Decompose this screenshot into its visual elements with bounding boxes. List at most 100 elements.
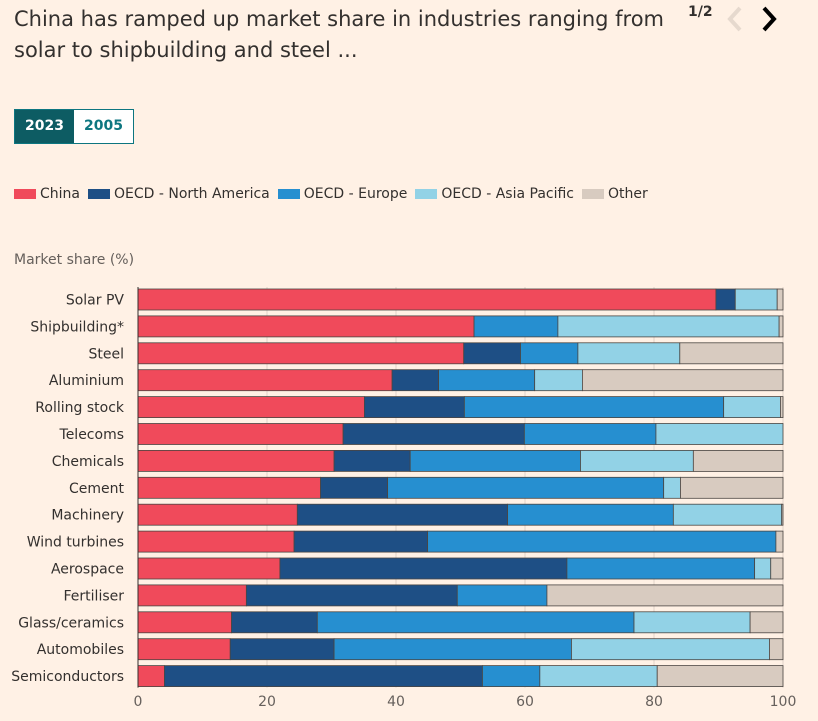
category-label: Machinery bbox=[51, 508, 124, 524]
legend-swatch bbox=[88, 189, 110, 199]
year-toggle-2023-button[interactable]: 2023 bbox=[15, 110, 74, 143]
bar-segment bbox=[137, 557, 281, 580]
bar-segment bbox=[582, 369, 784, 392]
bar-segment bbox=[523, 423, 657, 445]
bar-segment bbox=[229, 638, 335, 661]
bar-segment bbox=[137, 665, 165, 687]
bar-segment bbox=[723, 396, 781, 419]
bar-segment bbox=[409, 449, 581, 472]
bar-segment bbox=[137, 449, 335, 472]
bar-segment bbox=[692, 449, 784, 472]
category-label: Steel bbox=[89, 346, 125, 362]
bar-segment bbox=[427, 530, 777, 553]
legend-swatch bbox=[14, 189, 36, 199]
legend-item: China bbox=[14, 186, 80, 202]
x-tick-label: 0 bbox=[134, 694, 143, 710]
bar-segment bbox=[296, 503, 508, 526]
category-label: Rolling stock bbox=[35, 400, 125, 416]
year-toggle-2005-button[interactable]: 2005 bbox=[73, 110, 133, 143]
bar-segment bbox=[137, 476, 321, 499]
bar-segment bbox=[333, 449, 411, 472]
bar-segment bbox=[780, 396, 784, 419]
category-label: Cement bbox=[69, 481, 125, 497]
bar-segment bbox=[769, 638, 784, 661]
bar-segment bbox=[333, 638, 572, 661]
legend: China OECD - North America OECD - Europe OE… bbox=[14, 186, 656, 202]
bar-segment bbox=[391, 369, 439, 392]
bar-segment bbox=[137, 611, 232, 634]
legend-item: OECD - North America bbox=[88, 186, 270, 202]
legend-swatch bbox=[415, 189, 438, 199]
bar-segment bbox=[279, 557, 568, 580]
bar-segment bbox=[633, 611, 751, 634]
bar-segment bbox=[580, 449, 694, 472]
category-label: Automobiles bbox=[37, 642, 124, 658]
bar-segment bbox=[571, 638, 770, 661]
category-label: Solar PV bbox=[66, 293, 125, 309]
bar-segment bbox=[539, 665, 658, 687]
legend-label: Other bbox=[608, 186, 648, 202]
bar-segment bbox=[231, 611, 318, 634]
category-label: Glass/ceramics bbox=[18, 615, 124, 631]
bar-segment bbox=[507, 503, 674, 526]
category-label: Shipbuilding* bbox=[30, 319, 124, 335]
bar-segment bbox=[672, 503, 783, 526]
bar-segment bbox=[463, 342, 521, 365]
bar-segment bbox=[438, 369, 536, 392]
category-label: Semiconductors bbox=[11, 669, 124, 685]
bar-segment bbox=[770, 557, 784, 580]
bar-segment bbox=[245, 584, 458, 607]
bar-segment bbox=[778, 315, 784, 338]
bar-segment bbox=[137, 342, 465, 365]
category-label: Wind turbines bbox=[27, 535, 124, 551]
legend-item: OECD - Asia Pacific bbox=[415, 186, 574, 202]
legend-item: Other bbox=[582, 186, 648, 202]
x-tick-label: 100 bbox=[770, 694, 797, 710]
next-chevron-icon[interactable] bbox=[756, 4, 782, 34]
bar-segment bbox=[164, 665, 483, 687]
bar-segment bbox=[316, 611, 635, 634]
bar-segment bbox=[520, 342, 579, 365]
bar-segment bbox=[655, 423, 784, 445]
legend-item: OECD - Europe bbox=[277, 186, 408, 202]
year-toggle: 2023 2005 bbox=[14, 109, 134, 144]
bar-segment bbox=[734, 288, 778, 311]
bar-segment bbox=[387, 476, 665, 499]
category-label: Telecoms bbox=[59, 427, 124, 443]
bar-segment bbox=[137, 396, 365, 419]
bar-segment bbox=[781, 503, 784, 526]
bar-segment bbox=[137, 369, 393, 392]
x-tick-label: 40 bbox=[387, 694, 405, 710]
bar-segment bbox=[137, 503, 298, 526]
bar-segment bbox=[137, 315, 475, 338]
bar-segment bbox=[342, 423, 525, 445]
bar-segment bbox=[775, 530, 784, 553]
page-indicator: 1/2 bbox=[688, 4, 713, 20]
bar-segment bbox=[293, 530, 429, 553]
chart-title: China has ramped up market share in indu… bbox=[14, 7, 665, 62]
bar-segment bbox=[566, 557, 756, 580]
x-tick-label: 60 bbox=[516, 694, 534, 710]
bar-segment bbox=[456, 584, 548, 607]
legend-label: OECD - Asia Pacific bbox=[441, 186, 575, 202]
bar-segment bbox=[749, 611, 784, 634]
bar-segment bbox=[137, 423, 344, 445]
bar-segment bbox=[557, 315, 780, 338]
bar-segment bbox=[546, 584, 784, 607]
legend-label: China bbox=[40, 186, 80, 202]
bar-segment bbox=[137, 530, 295, 553]
legend-swatch bbox=[277, 189, 300, 199]
bar-segment bbox=[577, 342, 681, 365]
bar-segment bbox=[754, 557, 772, 580]
legend-swatch bbox=[582, 189, 605, 199]
bar-segment bbox=[663, 476, 681, 499]
bar-segment bbox=[137, 288, 717, 311]
category-label: Aluminium bbox=[49, 373, 124, 389]
bar-segment bbox=[482, 665, 541, 687]
bar-segment bbox=[680, 476, 784, 499]
previous-chevron-icon[interactable] bbox=[722, 4, 748, 34]
bar-segment bbox=[715, 288, 736, 311]
legend-label: OECD - Europe bbox=[303, 186, 408, 202]
bar-segment bbox=[463, 396, 725, 419]
